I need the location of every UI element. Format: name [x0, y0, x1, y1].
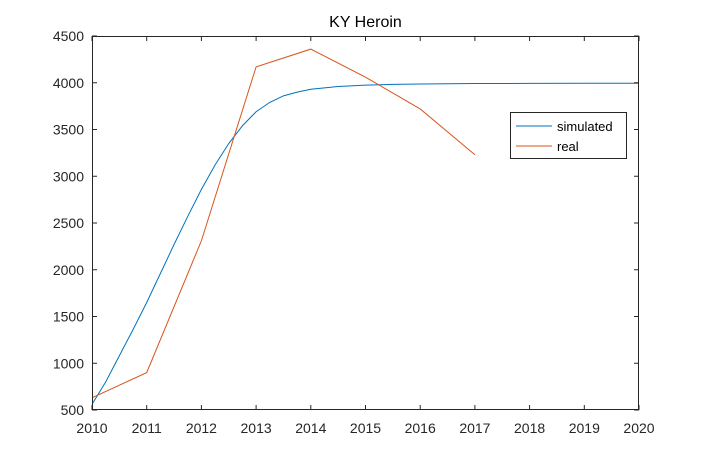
chart-title: KY Heroin	[329, 14, 402, 31]
y-tick-label: 2000	[53, 262, 84, 278]
x-tick-label: 2020	[623, 420, 654, 436]
x-tick-label: 2016	[405, 420, 436, 436]
series-layer	[92, 48, 639, 405]
plot-area	[92, 36, 639, 410]
x-tick-label: 2017	[459, 420, 490, 436]
series-line-real	[92, 48, 476, 399]
y-tick-label: 1000	[53, 355, 84, 371]
x-axis: 2010 2011 2012 2013 2014 2015 2016 2017 2018 2019…	[76, 36, 655, 436]
x-tick-label: 2014	[295, 420, 326, 436]
x-tick-label: 2018	[514, 420, 545, 436]
legend-box	[510, 112, 627, 159]
y-tick-label: 500	[61, 402, 85, 418]
x-tick-label: 2013	[241, 420, 272, 436]
x-tick-label: 2010	[76, 420, 107, 436]
x-tick-label: 2012	[186, 420, 217, 436]
y-tick-label: 1500	[53, 309, 84, 325]
y-tick-label: 4000	[53, 75, 84, 91]
x-tick-label: 2011	[132, 420, 162, 436]
series-line-simulated	[92, 82, 639, 405]
x-tick-label: 2015	[350, 420, 381, 436]
y-tick-label: 3500	[53, 122, 84, 138]
y-tick-label: 3000	[53, 168, 84, 184]
y-tick-label: 4500	[53, 28, 84, 44]
legend-label-real: real	[557, 139, 579, 154]
legend: simulated real	[510, 112, 627, 159]
y-tick-label: 2500	[53, 215, 84, 231]
legend-label-simulated: simulated	[557, 119, 613, 134]
x-tick-label: 2019	[569, 420, 600, 436]
y-axis: 500 1000 1500 2000 2500 3000 3500 4000 4500	[53, 28, 639, 418]
